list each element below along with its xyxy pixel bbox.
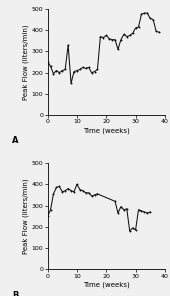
- X-axis label: Time (weeks): Time (weeks): [83, 127, 130, 133]
- Y-axis label: Peak Flow (liters/min): Peak Flow (liters/min): [22, 178, 29, 254]
- Text: B: B: [12, 291, 19, 296]
- Text: A: A: [12, 136, 19, 145]
- X-axis label: Time (weeks): Time (weeks): [83, 281, 130, 288]
- Y-axis label: Peak Flow (liters/min): Peak Flow (liters/min): [22, 24, 29, 100]
